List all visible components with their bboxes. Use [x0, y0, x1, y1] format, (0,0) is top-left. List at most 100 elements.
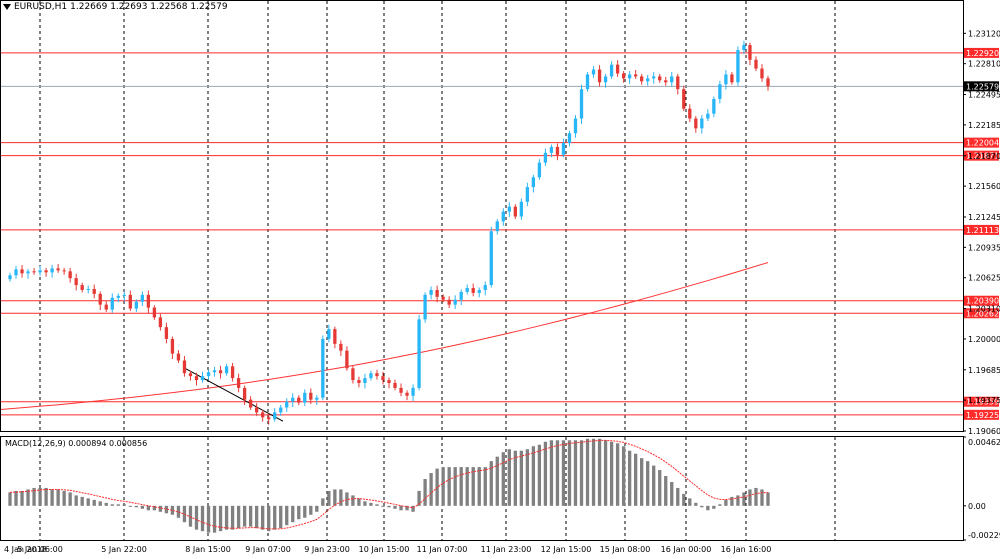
candle-bear [152, 307, 157, 318]
candle-bear [333, 329, 337, 344]
macd-bar [188, 505, 193, 527]
macd-bar [561, 440, 566, 506]
candle-bear [760, 68, 764, 79]
price-tick-label: 1.23120 [968, 29, 1000, 38]
horizontal-levels[interactable]: 1.22920 1.22004 1.21871 1.21113 1.20390 1.202… [1, 47, 999, 420]
macd-bar [531, 446, 536, 506]
macd-bar [152, 505, 157, 511]
macd-bar [573, 440, 578, 506]
macd-bar [387, 505, 391, 508]
level-badge [964, 150, 999, 161]
macd-bar [640, 458, 644, 506]
candle-bull [206, 372, 211, 377]
candle-bear [68, 271, 72, 279]
candle-bull [212, 370, 217, 373]
price-tick-label: 1.20625 [968, 274, 1000, 283]
candle-bear [357, 380, 361, 384]
current-price-badge [964, 81, 999, 92]
candle-bear [399, 387, 403, 393]
main-pane-border [0, 0, 964, 432]
candle-bull [609, 64, 614, 77]
macd-bar [465, 467, 469, 506]
macd-bar [122, 504, 126, 506]
time-tick-label: 10 Jan 15:00 [359, 545, 410, 554]
macd-bar [68, 492, 72, 506]
candle-bear [688, 108, 692, 119]
candle-bull [591, 69, 596, 75]
macd-bar [633, 453, 638, 506]
macd-bar [273, 505, 277, 530]
macd-bar [742, 492, 746, 506]
candle-bull [363, 378, 367, 384]
candle-bull [291, 397, 295, 402]
macd-bar [261, 505, 265, 530]
macd-scale-label: -0.002295 [968, 531, 1000, 540]
macd-bar [104, 502, 108, 506]
candle-bull [736, 49, 740, 83]
candle-bear [339, 343, 343, 351]
candle-bear [20, 269, 24, 274]
macd-bar [80, 496, 84, 506]
price-axis: 1.23120 1.22810 1.22495 1.22185 1.21870 1.215… [963, 29, 1000, 436]
dropdown-triangle-icon[interactable] [3, 4, 11, 10]
candle-bull [369, 373, 373, 379]
macd-bar [405, 505, 409, 511]
macd-bar [399, 505, 403, 511]
macd-bar [206, 505, 211, 533]
candle-bear [633, 74, 638, 77]
macd-bar [351, 495, 355, 506]
macd-bar [501, 452, 505, 506]
candle-bear [92, 288, 96, 294]
candle-bull [285, 401, 289, 408]
candle-bear [513, 206, 517, 217]
candle-bear [80, 285, 84, 290]
macd-bar [333, 489, 337, 506]
candle-bear [405, 392, 409, 396]
macd-bar [519, 450, 524, 506]
macd-bar [549, 440, 554, 506]
level-label: 1.20390 [966, 297, 999, 306]
candle-bear [236, 378, 241, 388]
level-label: 1.21871 [966, 152, 999, 161]
macd-bar [507, 449, 511, 506]
moving-average-line [0, 262, 769, 410]
candle-bear [98, 293, 102, 305]
candle-bear [375, 373, 379, 377]
macd-bar [411, 505, 415, 512]
candle-bear [74, 278, 78, 286]
candle-bull [459, 291, 463, 300]
candle-bull [8, 275, 12, 280]
level-badge [964, 409, 999, 420]
macd-bar [423, 479, 427, 506]
macd-bar [525, 449, 530, 506]
candle-bull [110, 297, 114, 310]
macd-bar [670, 481, 674, 506]
macd-bar [303, 505, 307, 518]
level-label: 1.21113 [966, 226, 999, 235]
time-tick-label: 8 Jan 15:00 [185, 545, 231, 554]
candle-bull [86, 288, 90, 290]
candle-bull [525, 187, 530, 202]
candle-bull [531, 177, 536, 188]
macd-bar [754, 487, 758, 506]
candle-bear [176, 353, 181, 361]
candle-bear [254, 407, 259, 413]
macd-bar [591, 438, 596, 506]
candle-bear [188, 373, 193, 377]
price-tick-label: 1.21560 [968, 182, 1000, 191]
candle-bull [417, 319, 421, 388]
candle-bear [694, 118, 698, 129]
candle-bear [682, 89, 686, 109]
macd-bar [146, 505, 151, 511]
candle-bull [483, 285, 487, 290]
macd-bar [140, 505, 145, 509]
macd-bar [664, 476, 668, 506]
macd-bar [447, 467, 451, 506]
candle-bull [543, 152, 548, 163]
macd-bar [381, 505, 385, 507]
candle-bear [194, 376, 199, 381]
candle-bear [381, 376, 385, 381]
candle-bull [429, 289, 433, 295]
macd-bar [279, 505, 283, 529]
